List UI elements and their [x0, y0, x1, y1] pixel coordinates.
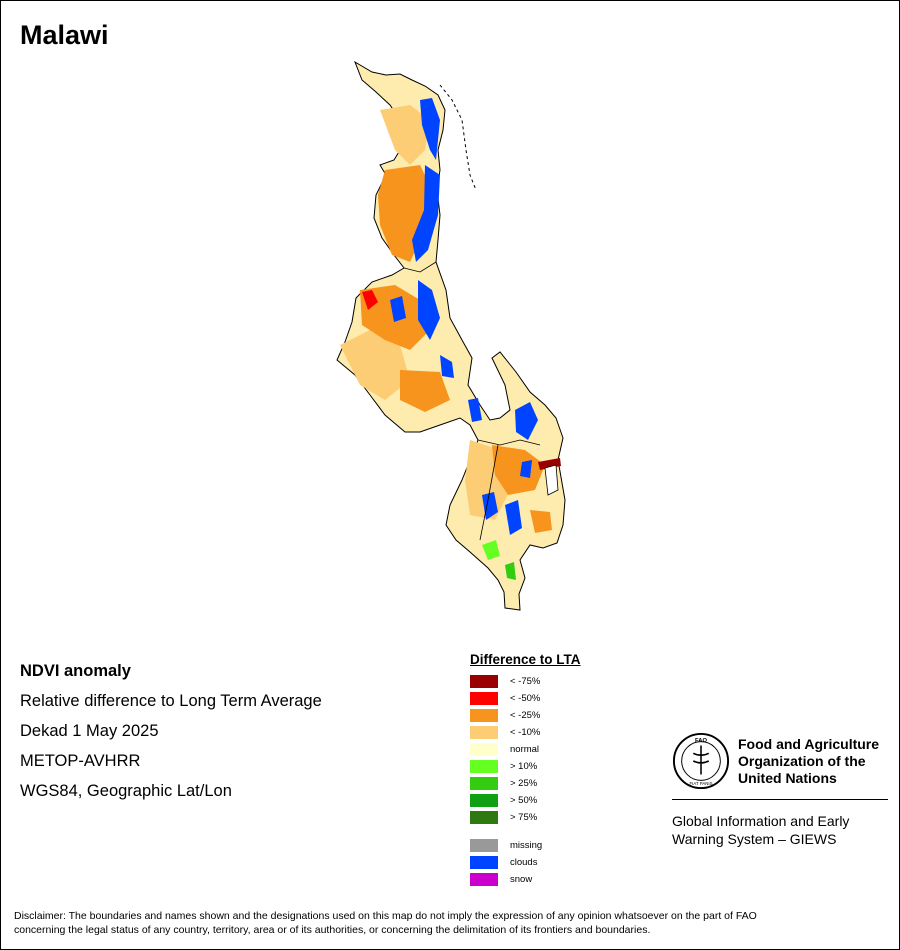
anomaly-plus10 — [482, 540, 500, 560]
legend-item-row: > 25% — [470, 775, 581, 792]
fao-motto: FIAT PANIS — [690, 781, 713, 786]
fao-logo-icon: FAO FIAT PANIS — [672, 732, 730, 790]
map-title: Malawi — [20, 20, 109, 50]
giews-text: Global Information and Early Warning Sys… — [672, 812, 888, 848]
legend-items: < -75% < -50% < -25% < -10% normal > 10% > 25%… — [470, 673, 581, 826]
legend-extra: missing clouds snow — [470, 837, 581, 888]
legend-item-label: > 10% — [510, 761, 538, 772]
legend-extra-item-label: clouds — [510, 857, 538, 868]
fao-name-line-3: United Nations — [738, 769, 837, 786]
malawi-ndvi-map — [336, 60, 566, 611]
info-line-3: METOP-AVHRR — [20, 752, 141, 770]
info-line-2: Dekad 1 May 2025 — [20, 722, 159, 740]
legend-item-swatch — [470, 777, 498, 790]
legend-extra-item-label: missing — [510, 840, 543, 851]
info-heading: NDVI anomaly — [20, 662, 131, 680]
fao-divider — [672, 799, 888, 800]
legend-item-row: > 10% — [470, 758, 581, 775]
disclaimer-line-1: Disclaimer: The boundaries and names sho… — [14, 910, 757, 922]
map-info: NDVI anomaly Relative difference to Long… — [20, 656, 322, 806]
legend-item-row: > 75% — [470, 809, 581, 826]
info-line-1: Relative difference to Long Term Average — [20, 692, 322, 710]
legend-item-swatch — [470, 726, 498, 739]
legend-item-label: < -50% — [510, 693, 541, 704]
legend-item-label: < -25% — [510, 710, 541, 721]
fao-name: Food and Agriculture Organization of the… — [738, 736, 879, 787]
lake-chilwa — [544, 464, 559, 496]
legend-item-row: normal — [470, 741, 581, 758]
disclaimer: Disclaimer: The boundaries and names sho… — [14, 909, 889, 937]
fao-block: FAO FIAT PANIS Food and Agriculture Orga… — [672, 732, 888, 848]
legend-item-row: < -75% — [470, 673, 581, 690]
legend-extra-item-swatch — [470, 839, 498, 852]
fao-name-line-2: Organization of the — [738, 752, 866, 769]
anomaly-minus50 — [362, 290, 378, 310]
clouds-area — [390, 98, 538, 535]
legend-extra-item-label: snow — [510, 874, 533, 885]
legend-extra-item-row: missing — [470, 837, 581, 854]
anomaly-plus25 — [505, 562, 516, 580]
legend-item-label: normal — [510, 744, 540, 755]
legend-item-swatch — [470, 692, 498, 705]
disclaimer-line-2: concerning the legal status of any count… — [14, 924, 651, 936]
fao-name-line-1: Food and Agriculture — [738, 735, 880, 752]
legend-item-row: > 50% — [470, 792, 581, 809]
legend-item-label: > 75% — [510, 812, 538, 823]
lake-malawi-shore — [439, 84, 477, 191]
giews-line-1: Global Information and Early — [672, 813, 850, 829]
fao-logo-text: FAO — [695, 738, 707, 744]
legend-extra-item-row: snow — [470, 871, 581, 888]
legend-extra-item-swatch — [470, 873, 498, 886]
legend-item-label: < -75% — [510, 676, 541, 687]
legend-extra-item-swatch — [470, 856, 498, 869]
legend-item-row: < -25% — [470, 707, 581, 724]
legend-item-swatch — [470, 709, 498, 722]
legend-item-label: > 25% — [510, 778, 538, 789]
giews-line-2: Warning System – GIEWS — [672, 831, 837, 847]
legend-item-row: < -10% — [470, 724, 581, 741]
legend-item-label: < -10% — [510, 727, 541, 738]
legend-extra-item-row: clouds — [470, 854, 581, 871]
legend-item-swatch — [470, 760, 498, 773]
legend-item-swatch — [470, 811, 498, 824]
legend-item-row: < -50% — [470, 690, 581, 707]
legend: Difference to LTA < -75% < -50% < -25% < -1… — [470, 652, 581, 888]
anomaly-minus25 — [360, 165, 552, 533]
legend-item-swatch — [470, 743, 498, 756]
legend-title: Difference to LTA — [470, 652, 581, 667]
info-line-4: WGS84, Geographic Lat/Lon — [20, 782, 232, 800]
legend-item-swatch — [470, 675, 498, 688]
region-boundaries — [403, 261, 541, 541]
legend-item-label: > 50% — [510, 795, 538, 806]
legend-item-swatch — [470, 794, 498, 807]
